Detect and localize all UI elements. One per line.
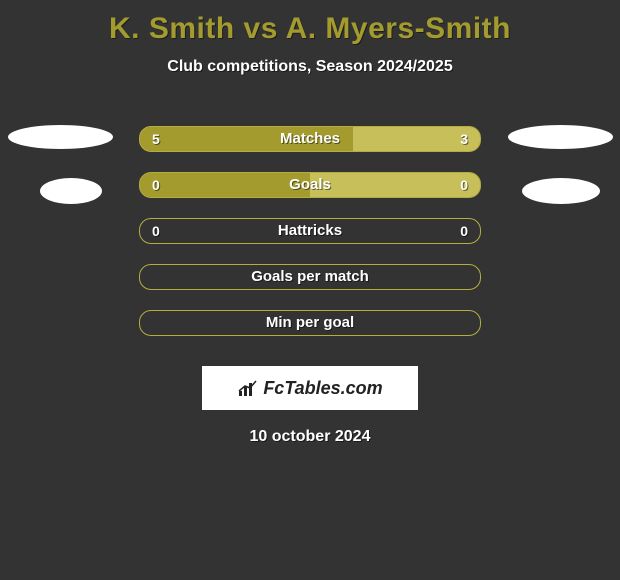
stat-label: Min per goal [140, 311, 480, 335]
bars-icon [237, 379, 259, 397]
attribution-text: FcTables.com [263, 378, 382, 399]
attribution-logo-text: FcTables.com [237, 378, 382, 399]
stat-value-right: 3 [460, 127, 468, 151]
stat-bar: 0 0Hattricks [139, 218, 481, 244]
stat-value-left: 0 [152, 173, 160, 197]
stat-rows: 53Matches00Goals00HattricksGoals per mat… [0, 116, 620, 346]
attribution-logo: FcTables.com [202, 366, 418, 410]
stat-fill-left [140, 173, 310, 197]
stat-bar: 53Matches [139, 126, 481, 152]
stat-label: Goals per match [140, 265, 480, 289]
stat-bar: 00Goals [139, 172, 481, 198]
stat-value-right: 0 [460, 219, 468, 243]
stat-value-left: 5 [152, 127, 160, 151]
page-subtitle: Club competitions, Season 2024/2025 [0, 58, 620, 76]
page-title: K. Smith vs A. Myers-Smith [0, 0, 620, 46]
stat-value-right: 0 [460, 173, 468, 197]
comparison-infographic: K. Smith vs A. Myers-Smith Club competit… [0, 0, 620, 580]
stat-row: 0 0Hattricks [0, 208, 620, 254]
date-text: 10 october 2024 [0, 428, 620, 446]
stat-fill-left [140, 127, 353, 151]
stat-row: Goals per match [0, 254, 620, 300]
stat-row: 53Matches [0, 116, 620, 162]
stat-label: Hattricks [140, 219, 480, 243]
stat-fill-right [310, 173, 480, 197]
stat-row: Min per goal [0, 300, 620, 346]
stat-bar: Min per goal [139, 310, 481, 336]
stat-row: 00Goals [0, 162, 620, 208]
stat-value-left: 0 [152, 219, 160, 243]
stat-bar: Goals per match [139, 264, 481, 290]
